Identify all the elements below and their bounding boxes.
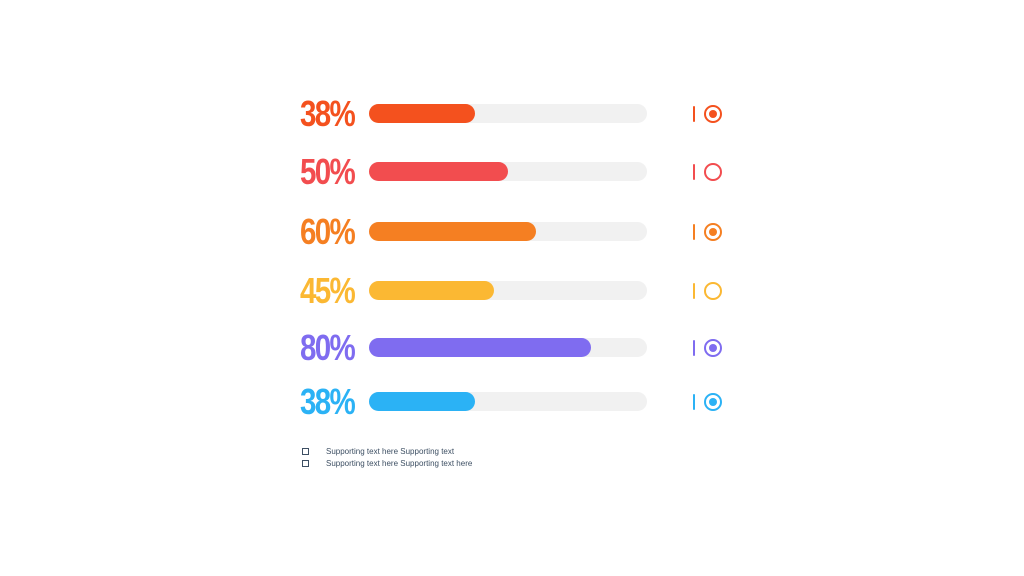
bar-row: 38% — [300, 94, 730, 134]
bar-fill — [369, 222, 536, 241]
checkbox-icon[interactable] — [302, 460, 309, 467]
radio-button[interactable] — [704, 105, 722, 123]
divider-tick — [693, 394, 695, 410]
percent-label: 45% — [300, 270, 356, 311]
bar-fill — [369, 162, 508, 181]
percent-label: 50% — [300, 151, 356, 192]
divider-tick — [693, 340, 695, 356]
bar-fill — [369, 104, 475, 123]
bar-track — [369, 281, 647, 300]
radio-button[interactable] — [704, 393, 722, 411]
radio-dot — [709, 110, 717, 118]
supporting-notes: Supporting text here Supporting text Sup… — [302, 446, 562, 470]
note-text: Supporting text here Supporting text — [326, 447, 455, 456]
bar-track — [369, 104, 647, 123]
checkbox-icon[interactable] — [302, 448, 309, 455]
percent-label: 38% — [300, 93, 356, 134]
bar-fill — [369, 281, 495, 300]
bar-row: 50% — [300, 152, 730, 192]
percent-label: 38% — [300, 381, 356, 422]
bar-fill — [369, 338, 592, 357]
bar-row: 80% — [300, 328, 730, 368]
radio-button[interactable] — [704, 282, 722, 300]
radio-button[interactable] — [704, 339, 722, 357]
bar-row: 60% — [300, 212, 730, 252]
bar-row: 38% — [300, 382, 730, 422]
bar-fill — [369, 392, 475, 411]
percent-label: 60% — [300, 211, 356, 252]
radio-dot — [709, 398, 717, 406]
percent-label: 80% — [300, 327, 356, 368]
note-item: Supporting text here Supporting text — [302, 446, 562, 458]
radio-dot — [709, 344, 717, 352]
bar-track — [369, 338, 647, 357]
radio-button[interactable] — [704, 223, 722, 241]
radio-dot — [709, 228, 717, 236]
divider-tick — [693, 106, 695, 122]
bar-track — [369, 162, 647, 181]
divider-tick — [693, 283, 695, 299]
bar-track — [369, 222, 647, 241]
bar-row: 45% — [300, 271, 730, 311]
note-item: Supporting text here Supporting text her… — [302, 458, 562, 470]
note-text: Supporting text here Supporting text her… — [326, 459, 473, 468]
bar-track — [369, 392, 647, 411]
radio-button[interactable] — [704, 163, 722, 181]
divider-tick — [693, 224, 695, 240]
divider-tick — [693, 164, 695, 180]
